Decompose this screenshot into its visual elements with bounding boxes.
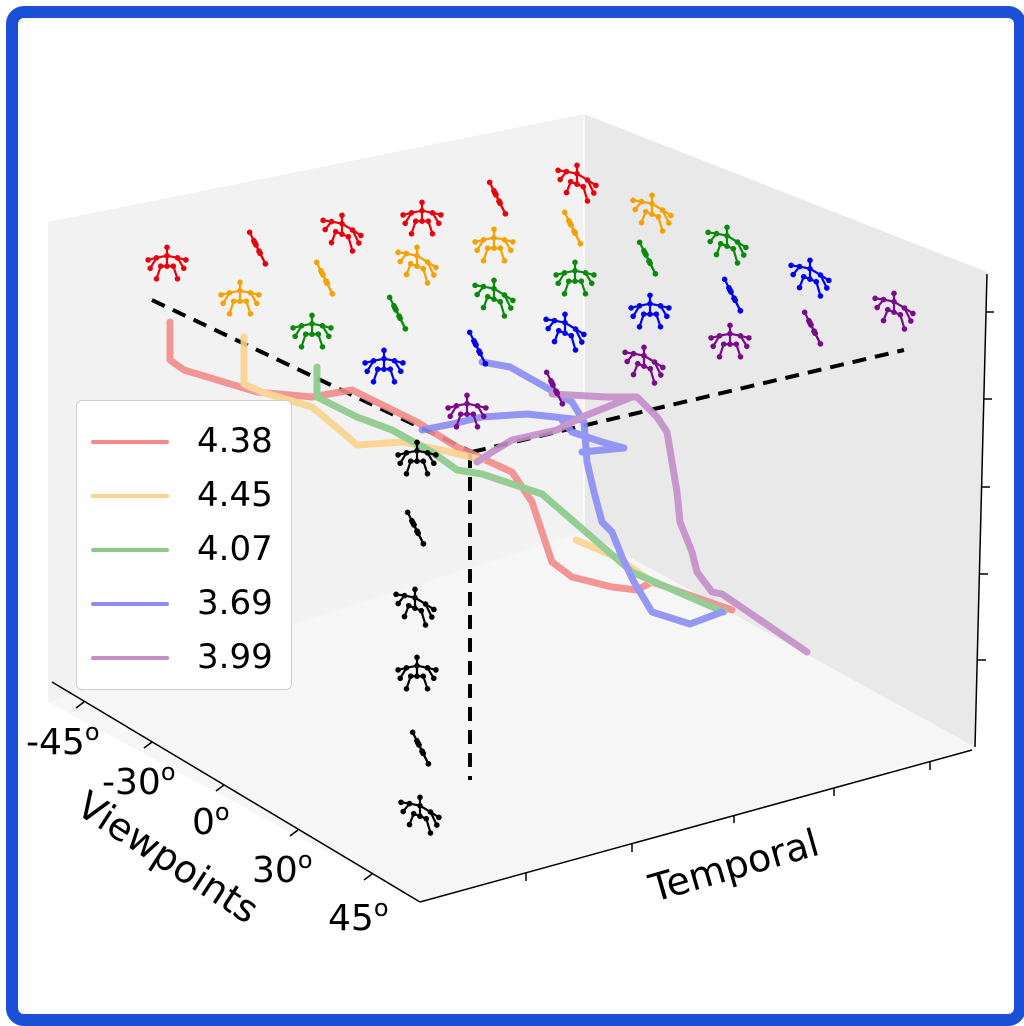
tick-label-neg30: -30o xyxy=(102,758,176,803)
axis-tick xyxy=(363,873,373,881)
skeleton-glyph xyxy=(788,257,832,299)
floor-pane xyxy=(48,532,975,902)
skeleton-glyph xyxy=(486,179,509,217)
skeleton-glyph xyxy=(708,322,752,360)
skeleton-glyph xyxy=(400,199,444,237)
temporal-axis-line xyxy=(419,749,973,903)
skeleton-glyph xyxy=(466,329,489,367)
axis-ticks xyxy=(75,311,994,881)
legend-label: 4.45 xyxy=(197,475,273,515)
skeleton-glyph xyxy=(721,276,744,314)
legend-label: 3.99 xyxy=(197,637,273,677)
skeleton-glyph xyxy=(290,312,334,350)
skeleton-glyph xyxy=(395,244,439,286)
series-line-2 xyxy=(313,363,728,616)
legend-label: 4.07 xyxy=(197,529,273,569)
tick-label-45: 45o xyxy=(328,894,389,939)
axis-tick xyxy=(75,701,85,709)
legend-label: 4.38 xyxy=(197,421,273,461)
skeleton-glyph xyxy=(705,224,749,266)
legend-swatch xyxy=(91,548,169,552)
skeleton-glyph xyxy=(622,344,666,386)
legend-entry: 3.99 xyxy=(77,631,291,685)
skeleton-glyph xyxy=(543,311,587,353)
viewpoint-tick-labels: -45o -30o 0o 30o 45o xyxy=(26,718,389,939)
skeleton-glyph xyxy=(636,239,659,277)
viewpoint-axis-line xyxy=(51,681,421,903)
skeleton-glyph xyxy=(472,277,516,319)
skeleton-glyph xyxy=(393,586,437,628)
skeleton-glyph xyxy=(472,226,516,264)
skeleton-glyph xyxy=(246,229,269,267)
series-line-0 xyxy=(166,318,736,614)
skeleton-glyph xyxy=(386,294,409,332)
skeleton-glyph xyxy=(409,729,432,767)
skeleton-glyph xyxy=(801,309,824,347)
x-axis-title: Viewpoints xyxy=(69,783,266,933)
skeleton-glyph xyxy=(218,279,262,317)
axis-tick xyxy=(215,784,225,792)
axis-tick xyxy=(143,741,153,749)
skeleton-glyph xyxy=(445,392,489,430)
legend-entry: 3.69 xyxy=(77,577,291,631)
skeleton-glyph xyxy=(145,244,189,282)
skeleton-glyph xyxy=(313,259,336,297)
back-right-pane xyxy=(584,114,987,747)
skeleton-glyph xyxy=(395,439,439,477)
legend-entry: 4.07 xyxy=(77,523,291,577)
skeleton-glyph xyxy=(362,347,406,385)
tick-label-0: 0o xyxy=(192,798,230,843)
z-axis-line xyxy=(974,273,988,748)
skeleton-glyph xyxy=(404,509,427,547)
y-axis-title: Temporal xyxy=(643,820,823,911)
series-line-4 xyxy=(473,390,811,656)
skeleton-glyph xyxy=(561,209,584,247)
axis-tick xyxy=(289,829,299,837)
legend-entry: 4.38 xyxy=(77,415,291,469)
skeleton-glyph xyxy=(398,794,442,836)
figure-frame: -45o -30o 0o 30o 45o Viewpoints Temporal… xyxy=(6,6,1024,1026)
legend-swatch xyxy=(91,656,169,660)
legend-label: 3.69 xyxy=(197,583,273,623)
viewpoint-guide-line xyxy=(151,298,473,454)
legend: 4.38 4.45 4.07 3.69 3.99 xyxy=(76,400,292,690)
legend-entry: 4.45 xyxy=(77,469,291,523)
pose-skeletons xyxy=(145,162,916,836)
legend-swatch xyxy=(91,494,169,498)
skeleton-glyph xyxy=(553,259,597,297)
tick-label-neg45: -45o xyxy=(26,718,100,763)
skeleton-glyph xyxy=(872,290,916,332)
skeleton-glyph xyxy=(320,212,364,254)
skeleton-glyph xyxy=(543,369,566,407)
legend-swatch xyxy=(91,440,169,444)
skeleton-glyph xyxy=(628,292,672,330)
tick-label-30: 30o xyxy=(252,846,313,891)
skeleton-glyph xyxy=(395,654,439,692)
skeleton-glyph xyxy=(555,162,599,204)
legend-swatch xyxy=(91,602,169,606)
skeleton-glyph xyxy=(630,192,674,234)
